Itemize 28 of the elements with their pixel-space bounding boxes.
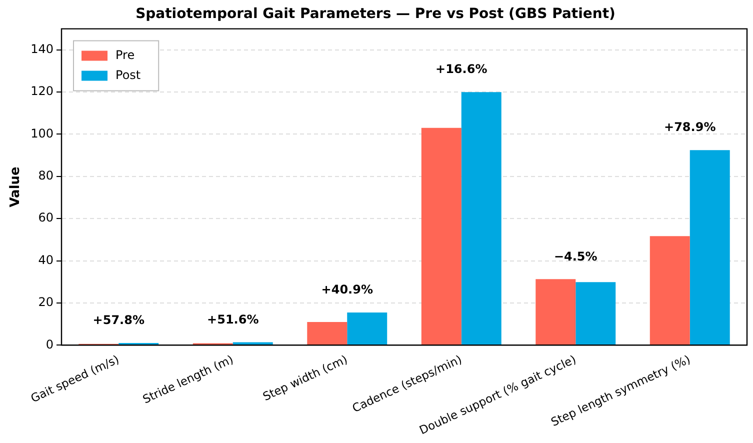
bar (347, 312, 388, 345)
bar (232, 342, 273, 345)
y-axis-title: Value (8, 166, 24, 208)
y-tick-label: 120 (30, 84, 54, 98)
legend-label: Post (116, 68, 141, 82)
annotation: +51.6% (207, 312, 259, 326)
annotation: +78.9% (664, 120, 716, 134)
annotation: +57.8% (92, 313, 144, 328)
bar (307, 322, 348, 345)
chart-title: Spatiotemporal Gait Parameters — Pre vs Post (GBS Patient) (136, 6, 616, 22)
annotation: +16.6% (436, 62, 488, 76)
y-tick-label: 80 (38, 168, 54, 183)
bar (690, 150, 730, 345)
y-tick-label: 140 (30, 42, 54, 56)
y-tick-label: 100 (30, 126, 54, 140)
y-tick-label: 0 (46, 337, 54, 352)
x-tick-label: Step width (cm) (260, 352, 350, 404)
y-tick-label: 60 (38, 210, 54, 225)
bar (536, 279, 576, 345)
bar (576, 282, 616, 345)
annotation: +40.9% (321, 282, 373, 297)
annotation: −4.5% (554, 249, 598, 264)
bar (421, 128, 462, 345)
bar (650, 236, 690, 345)
bar (461, 92, 502, 345)
y-tick-label: 40 (38, 252, 54, 267)
y-tick-label: 20 (38, 295, 54, 310)
legend-label: Pre (116, 48, 135, 62)
